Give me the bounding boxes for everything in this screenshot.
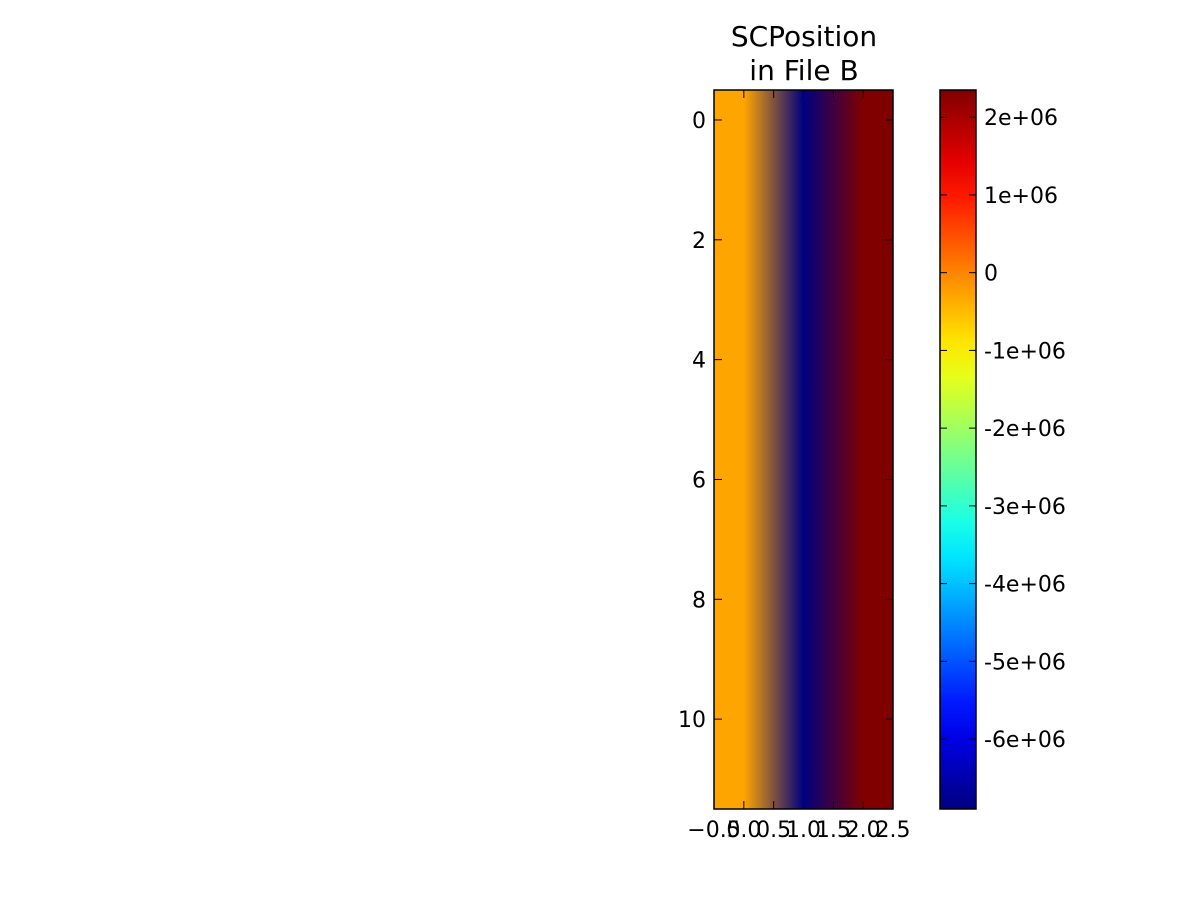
heatmap-image bbox=[714, 90, 893, 809]
chart-title-line-2: in File B bbox=[749, 54, 858, 87]
x-tick-label: 2.5 bbox=[876, 818, 911, 843]
y-axis: 0 2 4 6 8 10 bbox=[678, 109, 893, 733]
x-tick-label: 0.5 bbox=[756, 818, 791, 843]
x-tick-label: 1.5 bbox=[816, 818, 851, 843]
colorbar-gradient bbox=[940, 90, 976, 809]
x-tick-label: 2.0 bbox=[846, 818, 881, 843]
y-tick-label: 4 bbox=[692, 349, 706, 374]
colorbar-frame bbox=[939, 89, 977, 810]
chart-title: SCPosition in File B bbox=[731, 20, 877, 87]
colorbar-tick-label: 0 bbox=[984, 262, 998, 287]
chart-title-line-1: SCPosition bbox=[731, 20, 877, 53]
x-axis: −0.50.00.51.01.52.02.5 bbox=[687, 90, 911, 843]
colorbar-tick-label: -1e+06 bbox=[984, 339, 1066, 364]
colorbar-tick-label: 1e+06 bbox=[984, 184, 1058, 209]
x-tick-label: 0.0 bbox=[726, 818, 761, 843]
y-tick-label: 8 bbox=[692, 588, 706, 613]
colorbar-tick-label: -4e+06 bbox=[984, 573, 1066, 598]
colorbar-tick-label: 2e+06 bbox=[984, 106, 1058, 131]
y-tick-label: 10 bbox=[678, 708, 706, 733]
y-tick-label: 2 bbox=[692, 229, 706, 254]
y-tick-label: 6 bbox=[692, 468, 706, 493]
colorbar-tick-label: -2e+06 bbox=[984, 417, 1066, 442]
colorbar-tick-label: -6e+06 bbox=[984, 728, 1066, 753]
y-tick-label: 0 bbox=[692, 109, 706, 134]
colorbar-axis: 2e+06 1e+06 0 -1e+06 -2e+06 -3e+06 -4e+06 -5e+0… bbox=[940, 106, 1066, 753]
colorbar-tick-label: -3e+06 bbox=[984, 495, 1066, 520]
colorbar-tick-label: -5e+06 bbox=[984, 650, 1066, 675]
x-tick-label: −0.5 bbox=[687, 818, 740, 843]
x-tick-label: 1.0 bbox=[786, 818, 821, 843]
